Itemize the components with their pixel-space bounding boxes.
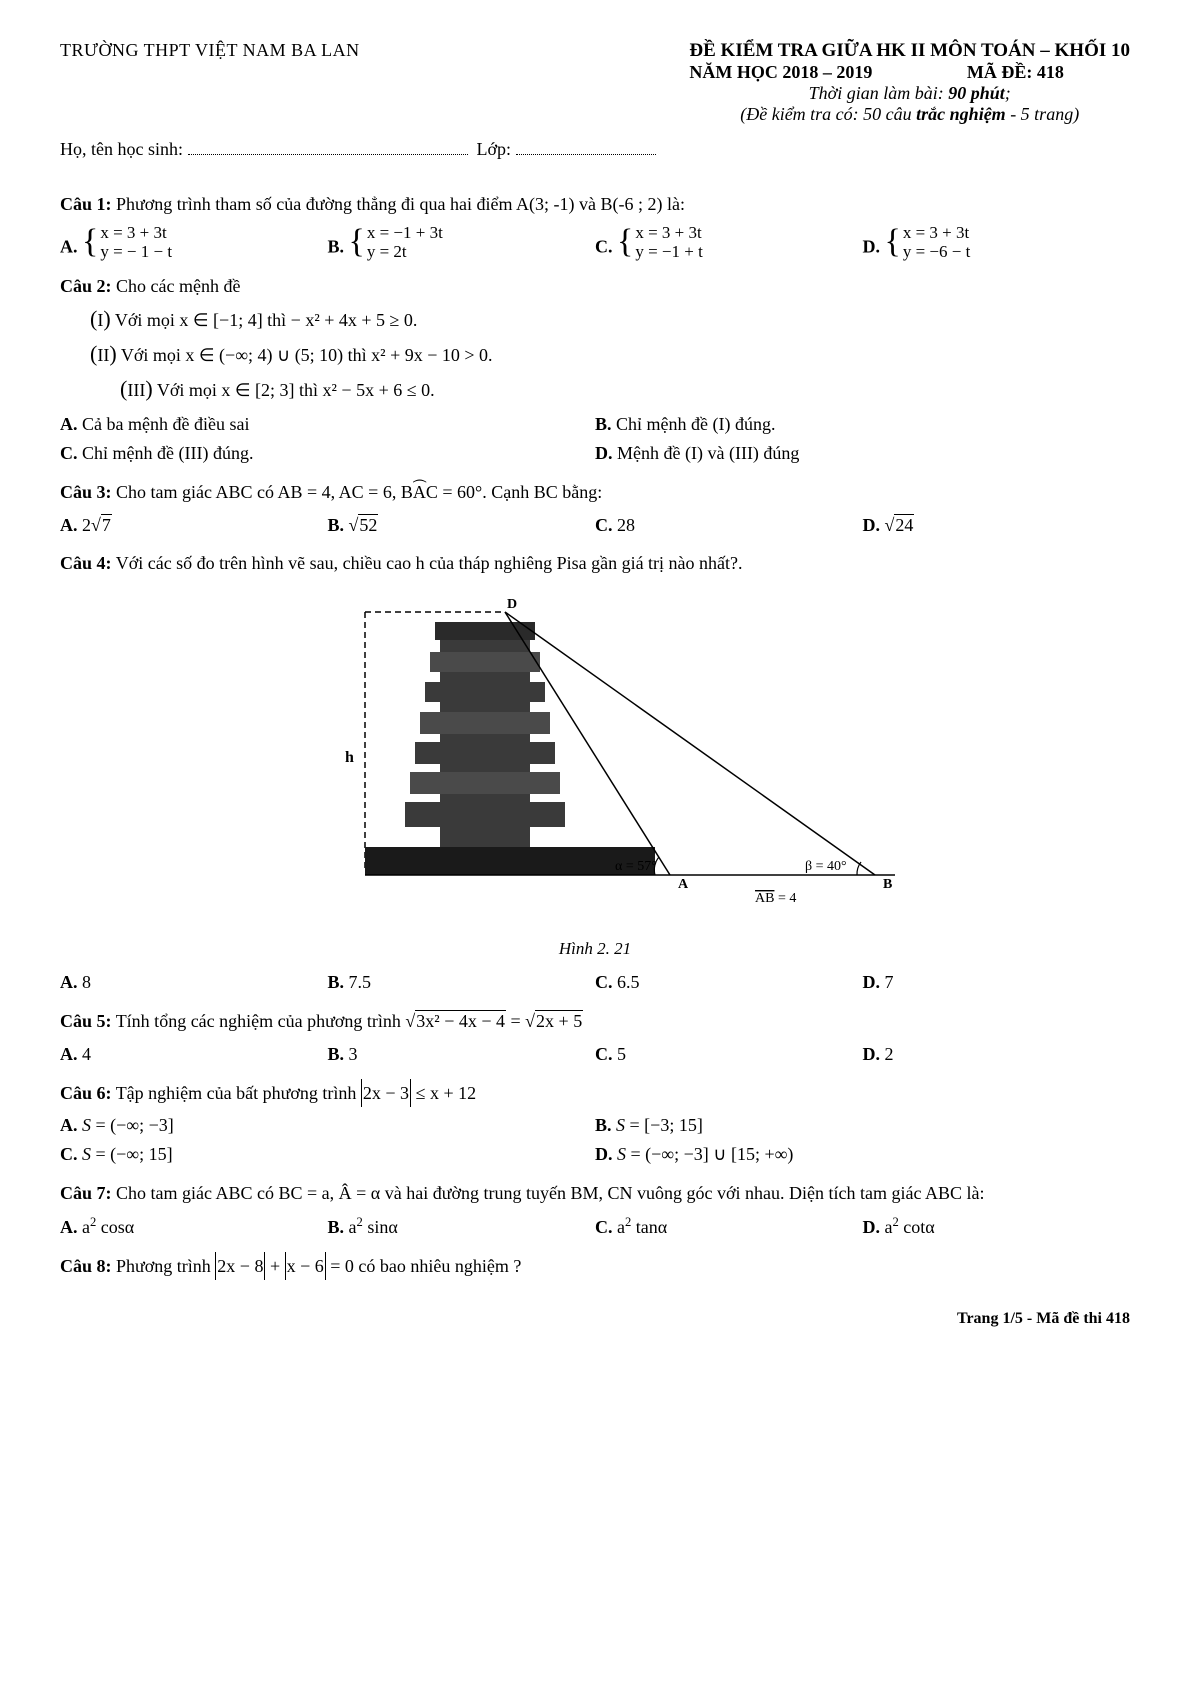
q4-text: Với các số đo trên hình vẽ sau, chiều ca… bbox=[112, 553, 743, 573]
q6-opt-b[interactable]: B. S = [−3; 15] bbox=[595, 1111, 1130, 1140]
q2-label: Câu 2: bbox=[60, 276, 112, 296]
q4-opt-d[interactable]: D. 7 bbox=[863, 968, 1131, 997]
q8-label: Câu 8: bbox=[60, 1256, 112, 1276]
q2-opt-c[interactable]: C. Chỉ mệnh đề (III) đúng. bbox=[60, 439, 595, 468]
q6-opt-d[interactable]: D. S = (−∞; −3] ∪ [15; +∞) bbox=[595, 1140, 1130, 1169]
exam-timing-value: 90 phút bbox=[948, 83, 1005, 103]
q2-opt-d[interactable]: D. Mệnh đề (I) và (III) đúng bbox=[595, 439, 1130, 468]
q2-stmt-3: (III) Với mọi x ∈ [2; 3] thì x² − 5x + 6… bbox=[120, 371, 1130, 406]
q6-opt-c[interactable]: C. S = (−∞; 15] bbox=[60, 1140, 595, 1169]
exam-title: ĐỀ KIỂM TRA GIỮA HK II MÔN TOÁN – KHỐI 1… bbox=[689, 40, 1130, 62]
question-6: Câu 6: Tập nghiệm của bất phương trình 2… bbox=[60, 1079, 1130, 1169]
q2-opt-b[interactable]: B. Chỉ mệnh đề (I) đúng. bbox=[595, 410, 1130, 439]
exam-desc-prefix: (Đề kiểm tra có: 50 câu bbox=[740, 104, 916, 124]
q7-opt-d[interactable]: D. a2 cotα bbox=[863, 1212, 1131, 1242]
figure-caption: Hình 2. 21 bbox=[60, 935, 1130, 962]
q2-stmt-2: (II) Với mọi x ∈ (−∞; 4) ∪ (5; 10) thì x… bbox=[90, 336, 1130, 371]
q6-abs: 2x − 3 bbox=[361, 1079, 411, 1108]
q8-text-suffix: = 0 có bao nhiêu nghiệm ? bbox=[326, 1256, 522, 1276]
q3-opt-a[interactable]: A. 27 bbox=[60, 511, 328, 540]
q7-opt-b[interactable]: B. a2 sinα bbox=[328, 1212, 596, 1242]
question-3: Câu 3: Cho tam giác ABC có AB = 4, AC = … bbox=[60, 478, 1130, 540]
q3-opt-b[interactable]: B. 52 bbox=[328, 511, 596, 540]
school-name: TRƯỜNG THPT VIỆT NAM BA LAN bbox=[60, 40, 360, 125]
q3-suffix: = 60°. Cạnh BC bằng: bbox=[438, 482, 602, 502]
q5-label: Câu 5: bbox=[60, 1011, 112, 1031]
q6-text-prefix: Tập nghiệm của bất phương trình bbox=[112, 1083, 361, 1103]
q7-label: Câu 7: bbox=[60, 1183, 112, 1203]
student-name-field[interactable] bbox=[188, 140, 468, 155]
q3-opt-d[interactable]: D. 24 bbox=[863, 511, 1131, 540]
pisa-tower-graphic bbox=[365, 622, 655, 875]
exam-timing-suffix: ; bbox=[1005, 83, 1011, 103]
q7-text: Cho tam giác ABC có BC = a, Â = α và hai… bbox=[112, 1183, 985, 1203]
fig-beta: β = 40° bbox=[805, 859, 847, 874]
q1-opt-a[interactable]: A. {x = 3 + 3ty = − 1 − t bbox=[60, 223, 328, 262]
q1-text: Phương trình tham số của đường thẳng đi … bbox=[112, 194, 685, 214]
question-1: Câu 1: Phương trình tham số của đường th… bbox=[60, 190, 1130, 262]
svg-text:A: A bbox=[678, 877, 689, 892]
fig-D: D bbox=[507, 597, 517, 612]
q1-opt-d[interactable]: D. {x = 3 + 3ty = −6 − t bbox=[863, 223, 1131, 262]
fig-ab: AB = 4 bbox=[755, 891, 796, 906]
q2-stmt-1: (I) Với mọi x ∈ [−1; 4] thì − x² + 4x + … bbox=[90, 301, 1130, 336]
fig-h-label: h bbox=[345, 749, 354, 766]
question-7: Câu 7: Cho tam giác ABC có BC = a, Â = α… bbox=[60, 1179, 1130, 1242]
class-field[interactable] bbox=[516, 140, 656, 155]
q6-label: Câu 6: bbox=[60, 1083, 112, 1103]
q5-text: Tính tổng các nghiệm của phương trình bbox=[112, 1011, 406, 1031]
q5-opt-c[interactable]: C. 5 bbox=[595, 1040, 863, 1069]
q5-opt-d[interactable]: D. 2 bbox=[863, 1040, 1131, 1069]
title-block: ĐỀ KIỂM TRA GIỮA HK II MÔN TOÁN – KHỐI 1… bbox=[689, 40, 1130, 125]
q1-opt-b[interactable]: B. {x = −1 + 3ty = 2t bbox=[328, 223, 596, 262]
q6-text-suffix: ≤ x + 12 bbox=[411, 1083, 476, 1103]
question-5: Câu 5: Tính tổng các nghiệm của phương t… bbox=[60, 1007, 1130, 1069]
q1-label: Câu 1: bbox=[60, 194, 112, 214]
question-4: Câu 4: Với các số đo trên hình vẽ sau, c… bbox=[60, 549, 1130, 997]
svg-text:B: B bbox=[883, 877, 892, 892]
q1-opt-c[interactable]: C. {x = 3 + 3ty = −1 + t bbox=[595, 223, 863, 262]
q2-opt-a[interactable]: A. Cả ba mệnh đề điều sai bbox=[60, 410, 595, 439]
exam-desc-bold: trắc nghiệm bbox=[916, 104, 1006, 124]
q8-text-prefix: Phương trình bbox=[112, 1256, 216, 1276]
q5-opt-a[interactable]: A. 4 bbox=[60, 1040, 328, 1069]
q4-opt-a[interactable]: A. 8 bbox=[60, 968, 328, 997]
q3-opt-c[interactable]: C. 28 bbox=[595, 511, 863, 540]
q4-opt-c[interactable]: C. 6.5 bbox=[595, 968, 863, 997]
q7-opt-a[interactable]: A. a2 cosα bbox=[60, 1212, 328, 1242]
class-label: Lớp: bbox=[477, 139, 512, 159]
student-row: Họ, tên học sinh: Lớp: bbox=[60, 139, 1130, 160]
q4-label: Câu 4: bbox=[60, 553, 112, 573]
q4-opt-b[interactable]: B. 7.5 bbox=[328, 968, 596, 997]
q2-text: Cho các mệnh đề bbox=[112, 276, 241, 296]
questions: Câu 1: Phương trình tham số của đường th… bbox=[60, 190, 1130, 1280]
fig-alpha: α = 57° bbox=[615, 859, 657, 874]
pisa-figure: D h α = 57° bbox=[60, 592, 1130, 962]
student-label: Họ, tên học sinh: bbox=[60, 139, 183, 159]
pisa-svg: D h α = 57° bbox=[275, 592, 915, 922]
exam-year: NĂM HỌC 2018 – 2019 bbox=[689, 62, 872, 82]
page-header: TRƯỜNG THPT VIỆT NAM BA LAN ĐỀ KIỂM TRA … bbox=[60, 40, 1130, 125]
q3-prefix: Cho tam giác ABC có AB = 4, AC = 6, bbox=[112, 482, 401, 502]
question-2: Câu 2: Cho các mệnh đề (I) Với mọi x ∈ [… bbox=[60, 272, 1130, 468]
q3-label: Câu 3: bbox=[60, 482, 112, 502]
question-8: Câu 8: Phương trình 2x − 8 + x − 6 = 0 c… bbox=[60, 1252, 1130, 1281]
q6-opt-a[interactable]: A. S = (−∞; −3] bbox=[60, 1111, 595, 1140]
exam-desc-suffix: - 5 trang) bbox=[1006, 104, 1080, 124]
page-footer: Trang 1/5 - Mã đề thi 418 bbox=[60, 1310, 1130, 1328]
exam-code: MÃ ĐỀ: 418 bbox=[967, 62, 1064, 82]
q7-opt-c[interactable]: C. a2 tanα bbox=[595, 1212, 863, 1242]
exam-timing-prefix: Thời gian làm bài: bbox=[809, 83, 949, 103]
q5-opt-b[interactable]: B. 3 bbox=[328, 1040, 596, 1069]
